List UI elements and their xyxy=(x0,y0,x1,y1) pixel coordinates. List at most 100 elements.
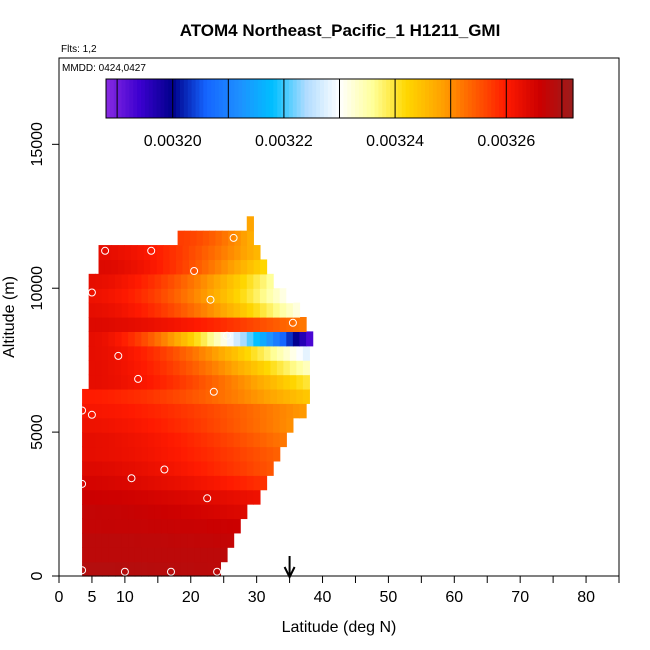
heatmap-cell xyxy=(207,532,215,548)
heatmap-cell xyxy=(211,388,220,404)
heatmap-cell xyxy=(134,547,142,563)
colorbar-segment xyxy=(183,79,189,118)
heatmap-cell xyxy=(240,245,248,261)
heatmap-cell xyxy=(202,230,210,246)
heatmap-cell xyxy=(180,532,189,548)
sample-point xyxy=(209,387,218,396)
heatmap-cell xyxy=(121,302,129,318)
heatmap-cell xyxy=(167,288,175,304)
y-tick-label: 0 xyxy=(29,571,46,580)
heatmap-cell xyxy=(279,403,287,419)
heatmap-cell xyxy=(207,446,215,462)
heatmap-cell xyxy=(134,518,142,534)
heatmap-cell xyxy=(213,504,222,520)
heatmap-cell xyxy=(128,475,136,491)
heatmap-cell xyxy=(259,475,268,491)
colorbar-segment xyxy=(526,79,531,118)
heatmap-cell xyxy=(88,547,96,563)
heatmap-cell xyxy=(286,331,294,347)
heatmap-cell xyxy=(159,388,168,404)
heatmap-cell xyxy=(213,446,222,462)
colorbar-segment xyxy=(487,79,492,118)
heatmap-cell xyxy=(167,460,175,476)
heatmap-cell xyxy=(240,317,248,332)
heatmap-cell xyxy=(194,446,202,462)
heatmap-cell xyxy=(141,432,149,448)
heatmap-cell xyxy=(88,489,96,505)
heatmap-cell xyxy=(276,345,284,361)
heatmap-cell xyxy=(115,532,123,548)
colorbar-segment xyxy=(296,79,302,118)
heatmap-cell xyxy=(263,345,271,361)
y-tick-label: 10000 xyxy=(29,266,46,311)
heatmap-cell xyxy=(82,388,90,404)
heatmap-cell xyxy=(101,417,110,433)
heatmap-cell xyxy=(227,532,235,548)
heatmap-cell xyxy=(141,504,149,520)
heatmap-cell xyxy=(128,417,136,433)
heatmap-cell xyxy=(166,360,174,376)
heatmap-cells xyxy=(82,216,314,577)
heatmap-cell xyxy=(182,245,190,261)
colorbar-segment xyxy=(304,79,309,118)
heatmap-cell xyxy=(259,302,268,318)
heatmap-cell xyxy=(101,374,109,390)
heatmap-cell xyxy=(161,518,169,534)
heatmap-cell xyxy=(167,489,175,505)
heatmap-cell xyxy=(227,475,235,491)
colorbar-segment xyxy=(207,79,212,118)
heatmap-cell xyxy=(266,288,274,304)
heatmap-cell xyxy=(108,417,116,433)
heatmap-cell xyxy=(213,331,222,347)
heatmap-cell xyxy=(166,374,174,390)
colorbar-segment xyxy=(432,79,438,118)
heatmap-cell xyxy=(213,417,222,433)
heatmap-cell xyxy=(117,245,125,261)
heatmap-cell xyxy=(134,302,142,318)
heatmap-cell xyxy=(180,288,189,304)
heatmap-cell xyxy=(198,388,207,404)
heatmap-cell xyxy=(134,532,142,548)
heatmap-cell xyxy=(174,561,182,577)
sample-point xyxy=(190,267,199,275)
colorbar-segment xyxy=(164,79,169,118)
heatmap-cell xyxy=(115,446,123,462)
heatmap-cell xyxy=(207,504,215,520)
heatmap-cell xyxy=(218,360,226,376)
colorbar-segment xyxy=(199,79,204,118)
colorbar-segment xyxy=(238,79,243,118)
heatmap-cell xyxy=(201,245,209,261)
heatmap-cell xyxy=(141,273,149,289)
heatmap-cell xyxy=(185,388,194,404)
heatmap-cell xyxy=(246,403,254,419)
heatmap-cell xyxy=(147,374,155,390)
heatmap-cell xyxy=(147,518,156,534)
heatmap-cell xyxy=(246,273,254,289)
heatmap-cell xyxy=(296,360,304,376)
heatmap-cell xyxy=(286,417,294,433)
heatmap-cell xyxy=(292,403,301,419)
heatmap-cell xyxy=(240,403,248,419)
heatmap-cell xyxy=(194,518,202,534)
heatmap-cell xyxy=(240,331,248,347)
colorbar-segment xyxy=(106,79,111,118)
heatmap-cell xyxy=(200,403,208,419)
heatmap-cell xyxy=(231,345,239,361)
heatmap-cell xyxy=(141,547,149,563)
heatmap-cell xyxy=(147,345,155,361)
heatmap-cell xyxy=(207,331,215,347)
heatmap-cell xyxy=(266,417,274,433)
heatmap-cell xyxy=(266,403,274,419)
heatmap-cell xyxy=(220,317,228,332)
heatmap-cell xyxy=(244,360,252,376)
heatmap-cell xyxy=(187,417,195,433)
heatmap-cell xyxy=(302,374,310,390)
colorbar-segment xyxy=(479,79,485,118)
heatmap-cell xyxy=(128,273,136,289)
heatmap-cell xyxy=(88,561,96,577)
heatmap-cell xyxy=(180,475,189,491)
sample-point xyxy=(127,474,136,483)
heatmap-cell xyxy=(172,388,181,404)
heatmap-cell xyxy=(194,288,202,304)
heatmap-cell xyxy=(213,475,222,491)
